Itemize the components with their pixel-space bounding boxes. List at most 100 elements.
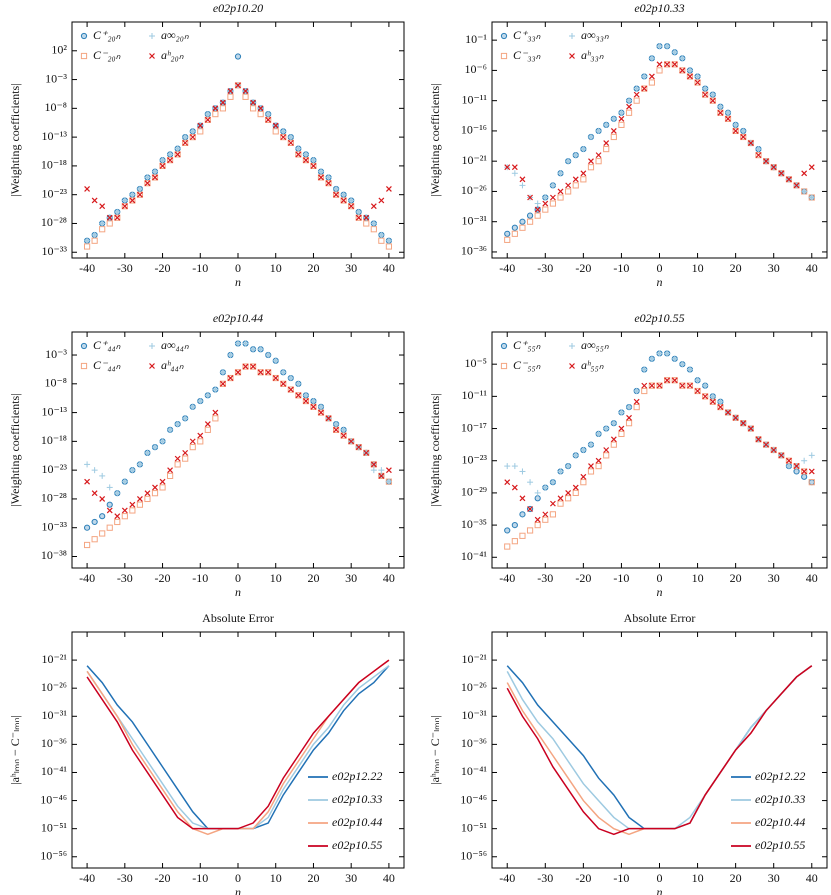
- y-tick-label: 10⁻⁸: [44, 376, 67, 390]
- data-point: [519, 468, 526, 475]
- marker-stroke: [588, 463, 594, 470]
- marker-stroke: [588, 158, 594, 165]
- x-axis-label: n: [657, 275, 663, 289]
- y-axis-label: |Weighting coefficients|: [428, 83, 442, 196]
- marker-square: [106, 524, 113, 531]
- data-point: [709, 393, 716, 400]
- marker-stroke: [121, 203, 128, 210]
- marker-square: [557, 500, 564, 507]
- data-point: [504, 479, 511, 486]
- data-point: [340, 197, 347, 204]
- data-point: [318, 409, 324, 416]
- marker-square: [610, 133, 617, 141]
- data-point: [91, 231, 98, 238]
- data-point: [144, 490, 151, 497]
- marker-stroke: [189, 134, 196, 141]
- data-point: [370, 226, 377, 233]
- data-point: [610, 436, 617, 443]
- data-point: [166, 157, 174, 164]
- x-tick-label: 10: [270, 571, 282, 585]
- marker-square: [664, 377, 671, 384]
- data-point: [182, 139, 189, 146]
- marker-stroke: [572, 484, 579, 491]
- marker-square: [572, 489, 579, 497]
- data-point: [204, 116, 211, 123]
- data-point: [265, 369, 272, 376]
- x-tick-label: -40: [79, 871, 95, 885]
- data-point: [136, 191, 144, 198]
- marker-stroke: [786, 176, 792, 183]
- data-point: [534, 516, 541, 523]
- legend-marker: [500, 32, 508, 40]
- marker-stroke: [618, 425, 625, 432]
- data-point: [129, 197, 136, 204]
- legend-marker: [149, 343, 155, 349]
- data-point: [527, 506, 533, 512]
- data-point: [197, 398, 204, 405]
- data-point: [679, 361, 686, 368]
- marker-circle: [511, 224, 518, 231]
- data-point: [511, 230, 518, 237]
- data-point: [332, 426, 340, 433]
- marker-square: [370, 461, 377, 468]
- y-tick-label: 10⁻¹¹: [461, 388, 487, 402]
- marker-square: [234, 369, 242, 376]
- marker-stroke: [709, 97, 716, 104]
- marker-square: [664, 61, 671, 68]
- x-tick-label: 0: [657, 571, 663, 585]
- data-point: [511, 224, 518, 231]
- data-point: [633, 388, 640, 394]
- marker-stroke: [136, 496, 143, 502]
- x-axis-label: n: [235, 275, 241, 289]
- marker-square: [80, 52, 88, 60]
- data-point: [648, 355, 655, 362]
- x-tick-label: -10: [613, 871, 629, 885]
- data-point: [709, 97, 716, 104]
- marker-stroke: [348, 438, 355, 445]
- legend-label: C⁺₅₅ₙ: [513, 338, 541, 352]
- data-point: [519, 176, 526, 183]
- data-point: [355, 444, 362, 451]
- data-point: [166, 472, 174, 480]
- marker-stroke: [763, 158, 770, 165]
- data-point: [717, 109, 724, 116]
- data-point: [793, 182, 800, 189]
- marker-stroke: [149, 363, 155, 369]
- marker-circle: [83, 524, 91, 531]
- legend-label: a∞₅₅ₙ: [581, 338, 609, 352]
- y-tick-label: 10⁻²⁶: [461, 183, 487, 197]
- marker-square: [121, 513, 128, 520]
- data-point: [318, 403, 324, 410]
- data-point: [151, 490, 159, 497]
- marker-square: [686, 382, 694, 389]
- data-point: [144, 449, 151, 456]
- data-point: [144, 180, 151, 187]
- marker-stroke: [808, 164, 815, 171]
- data-point: [580, 176, 587, 183]
- data-point: [189, 444, 196, 451]
- marker-square: [340, 432, 347, 439]
- y-tick-label: 10⁻²¹: [461, 652, 487, 666]
- data-point: [603, 121, 610, 128]
- data-point: [378, 237, 385, 244]
- data-point: [106, 507, 113, 514]
- marker-square: [151, 174, 159, 181]
- y-axis-label: |Weighting coefficients|: [8, 393, 22, 506]
- marker-stroke: [648, 73, 655, 80]
- data-point: [572, 182, 579, 189]
- data-point: [370, 461, 377, 468]
- legend-marker: [500, 52, 508, 60]
- x-tick-label: 40: [806, 571, 818, 585]
- data-point: [724, 115, 732, 122]
- data-line: [506, 665, 813, 836]
- data-point: [310, 157, 317, 164]
- marker-stroke: [717, 109, 724, 116]
- x-tick-label: -30: [537, 571, 553, 585]
- marker-stroke: [114, 513, 121, 520]
- marker-circle: [91, 518, 98, 526]
- y-tick-label: 10²: [51, 43, 67, 57]
- data-point: [219, 369, 226, 376]
- legend-label: e02p10.44: [755, 815, 805, 829]
- data-point: [287, 386, 294, 393]
- marker-stroke: [626, 103, 632, 110]
